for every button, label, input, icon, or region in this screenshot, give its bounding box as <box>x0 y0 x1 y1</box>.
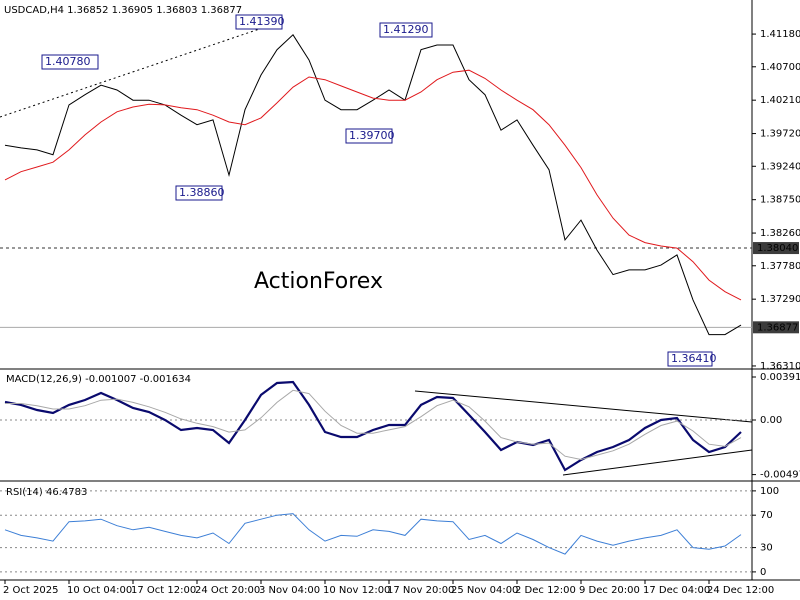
annotation-box <box>379 22 433 38</box>
x-tick-label: 9 Dec 20:00 <box>579 585 640 596</box>
series-line <box>4 69 742 301</box>
y-tick-label: -0.00497 <box>760 470 800 481</box>
annotation-box <box>41 54 99 70</box>
level-label-box <box>753 242 799 255</box>
y-tick-label: 1.41180 <box>760 29 800 40</box>
y-tick-label: 30 <box>760 543 773 554</box>
x-tick-label: 2 Oct 2025 <box>3 585 58 596</box>
annotation: 1.41290 <box>383 23 429 36</box>
y-tick-label: 0 <box>760 567 766 578</box>
x-tick-label: 24 Oct 20:00 <box>195 585 260 596</box>
annotation: 1.38860 <box>179 186 225 199</box>
x-tick-label: 10 Nov 12:00 <box>323 585 390 596</box>
series-line <box>4 513 742 555</box>
y-tick-label: 1.40700 <box>760 62 800 73</box>
y-tick-label: 1.36310 <box>760 361 800 372</box>
y-tick-label: 1.37780 <box>760 261 800 272</box>
y-tick-label: 1.38750 <box>760 195 800 206</box>
chart-title: USDCAD,H4 1.36852 1.36905 1.36803 1.3687… <box>4 5 242 16</box>
x-tick-label: 24 Dec 12:00 <box>707 585 774 596</box>
level-label: 1.38040 <box>757 243 798 254</box>
annotation: 1.40780 <box>45 55 91 68</box>
annotation-box <box>667 351 713 367</box>
x-tick-label: 17 Nov 20:00 <box>387 585 454 596</box>
y-tick-label: 1.40210 <box>760 95 800 106</box>
x-tick-label: 2 Dec 12:00 <box>515 585 576 596</box>
series-line <box>4 34 742 336</box>
annotation-box <box>235 14 283 30</box>
trend-line <box>562 449 753 476</box>
x-tick-label: 3 Nov 04:00 <box>259 585 320 596</box>
series-line <box>4 380 742 472</box>
annotation: 1.41390 <box>239 15 285 28</box>
x-tick-label: 17 Dec 04:00 <box>643 585 710 596</box>
level-label-box <box>753 321 799 334</box>
y-tick-label: 0.003914 <box>760 372 800 383</box>
annotation-box <box>345 128 393 144</box>
level-label: 1.36877 <box>757 322 798 333</box>
watermark: ActionForex <box>254 269 383 294</box>
y-tick-label: 70 <box>760 510 773 521</box>
y-tick-label: 1.38260 <box>760 228 800 239</box>
x-tick-label: 10 Oct 04:00 <box>67 585 132 596</box>
y-tick-label: 1.39240 <box>760 161 800 172</box>
annotation-box <box>175 185 223 201</box>
y-tick-label: 1.39720 <box>760 129 800 140</box>
x-tick-label: 25 Nov 04:00 <box>451 585 518 596</box>
series-line <box>5 389 742 461</box>
annotation: 1.36410 <box>671 352 717 365</box>
y-tick-label: 0.00 <box>760 415 782 426</box>
trend-line <box>414 390 753 423</box>
x-tick-label: 17 Oct 12:00 <box>131 585 196 596</box>
panel-title: RSI(14) 46.4783 <box>6 487 87 498</box>
y-tick-label: 100 <box>760 486 779 497</box>
trend-line <box>0 21 281 118</box>
panel-title: MACD(12,26,9) -0.001007 -0.001634 <box>6 374 191 385</box>
y-tick-label: 1.37290 <box>760 294 800 305</box>
annotation: 1.39700 <box>349 129 395 142</box>
